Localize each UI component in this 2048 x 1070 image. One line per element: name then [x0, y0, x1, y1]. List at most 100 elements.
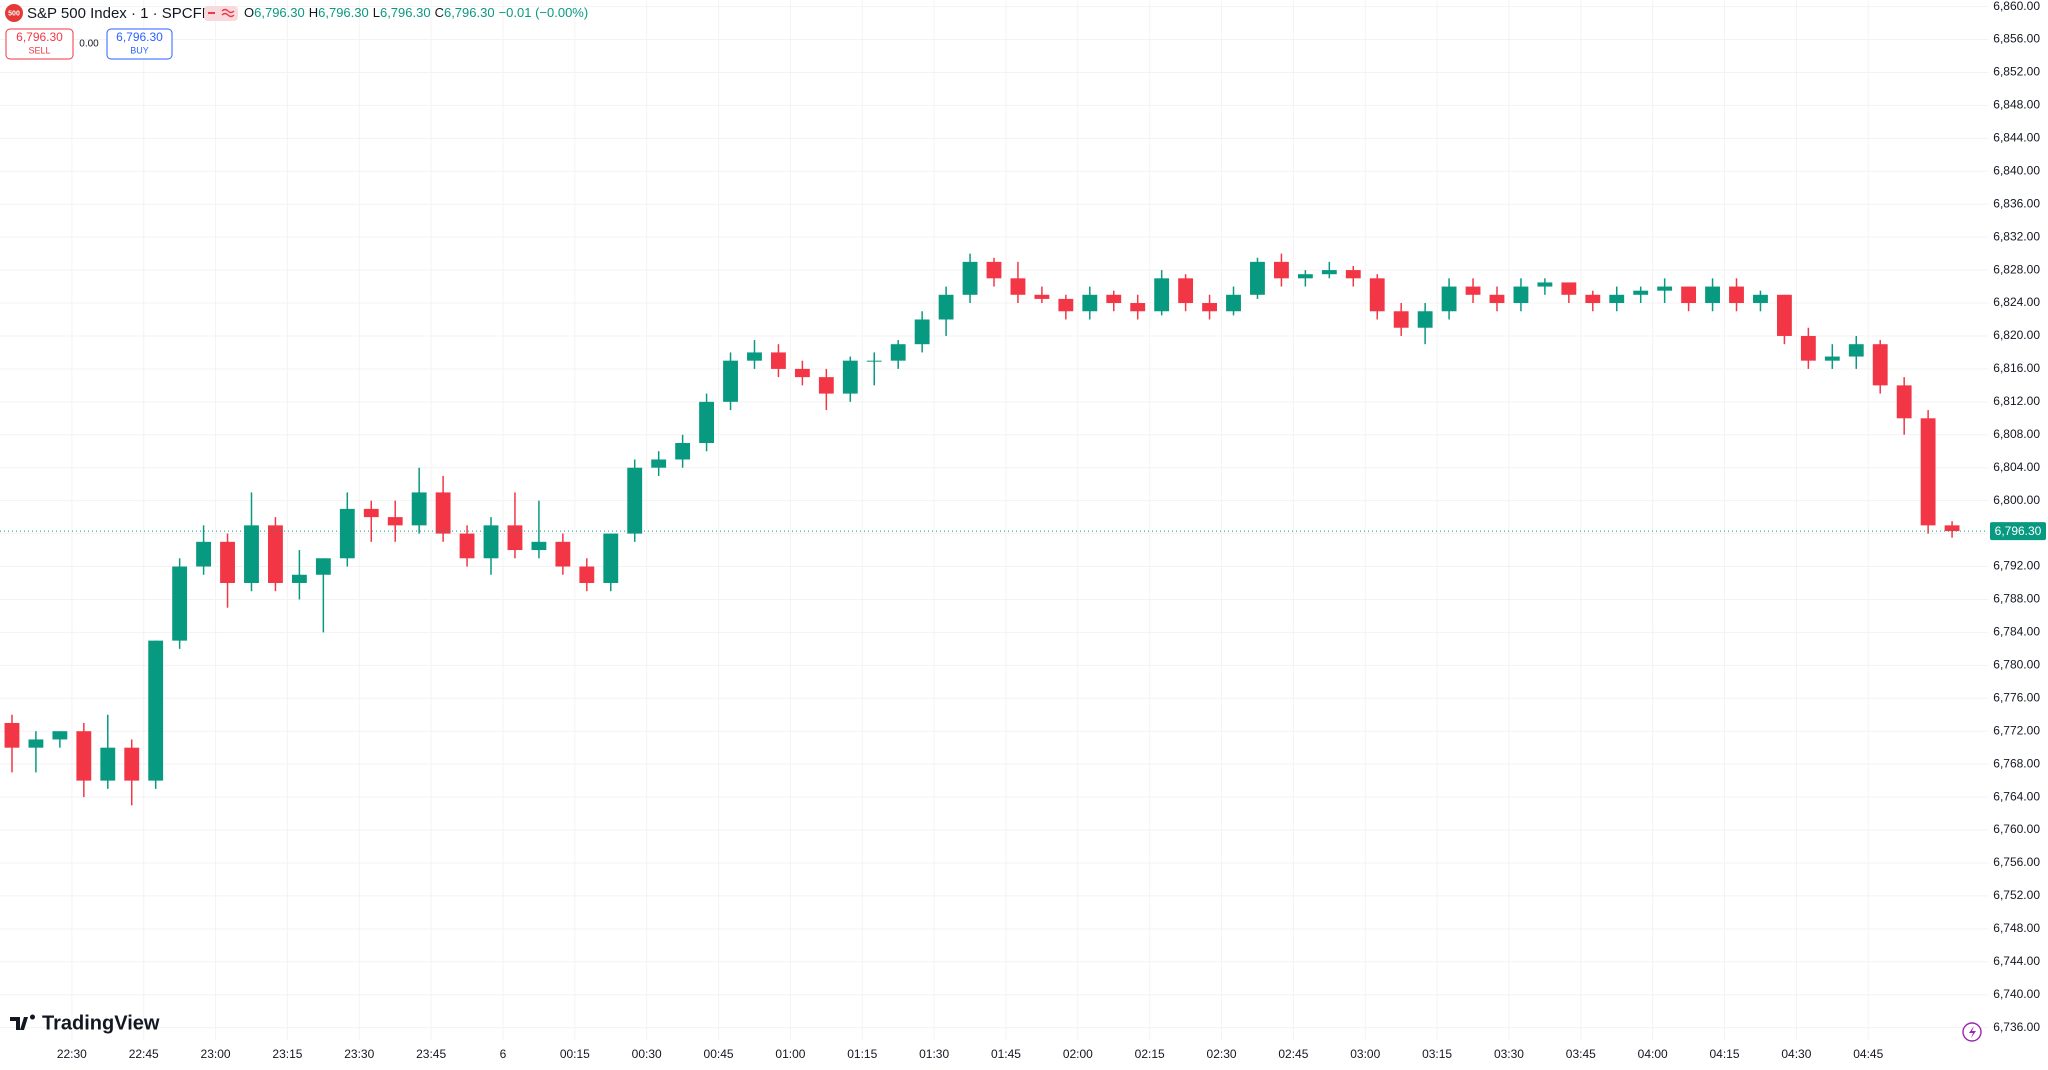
y-tick-label: 6,824.00 [1993, 295, 2040, 309]
candle-body [1465, 286, 1481, 295]
y-tick-label: 6,856.00 [1993, 32, 2040, 46]
candle-body [1633, 290, 1649, 295]
candle-body [1297, 274, 1313, 279]
candle-body [1753, 294, 1768, 304]
candle-body [1537, 282, 1553, 287]
x-tick-label: 6 [500, 1047, 507, 1061]
y-tick-label: 6,784.00 [1993, 625, 2040, 639]
x-tick-label: 23:00 [201, 1047, 231, 1061]
chart-title[interactable]: S&P 500 Index · 1 · SPCFD [27, 5, 213, 22]
x-tick-label: 01:45 [991, 1047, 1021, 1061]
candle-body [1082, 294, 1098, 312]
candle-body [4, 722, 20, 748]
candle-body [842, 360, 858, 394]
candle-body [747, 352, 762, 361]
y-tick-label: 6,760.00 [1993, 822, 2040, 836]
candle-body [1178, 278, 1194, 304]
x-tick-label: 00:30 [632, 1047, 662, 1061]
y-tick-label: 6,804.00 [1993, 460, 2040, 474]
candle-body [1609, 294, 1625, 304]
candle-body [579, 566, 595, 583]
candle-body [603, 533, 619, 583]
y-tick-label: 6,848.00 [1993, 98, 2040, 112]
lightning-button[interactable] [1962, 1022, 1982, 1042]
candle-body [1321, 270, 1337, 275]
y-tick-label: 6,852.00 [1993, 65, 2040, 79]
candle-body [1896, 385, 1912, 419]
candle-body [1417, 311, 1433, 328]
candle-body [699, 401, 715, 444]
y-tick-label: 6,764.00 [1993, 789, 2040, 803]
candle-body [315, 558, 331, 575]
y-tick-label: 6,816.00 [1993, 361, 2040, 375]
candle-body [1202, 303, 1217, 312]
candle-body [1800, 335, 1816, 361]
candle-body [52, 731, 68, 740]
x-tick-label: 04:00 [1638, 1047, 1668, 1061]
candle-body [1106, 294, 1122, 304]
toggle-icon [221, 8, 235, 18]
candle-body [1058, 298, 1074, 312]
x-tick-label: 00:45 [704, 1047, 734, 1061]
ohlc-key: L [373, 5, 380, 20]
candle-body [1561, 282, 1577, 295]
price-label-bg [1990, 522, 2046, 541]
candle-body [531, 541, 547, 551]
candle-body [627, 467, 643, 534]
brand-name[interactable]: TradingView [42, 1012, 160, 1034]
buy-label: BUY [130, 45, 149, 55]
x-tick-label: 04:30 [1781, 1047, 1811, 1061]
x-tick-label: 03:15 [1422, 1047, 1452, 1061]
candles [4, 253, 1960, 806]
candle-body [1657, 286, 1673, 291]
ohlc-value: 6,796.30 [380, 5, 431, 20]
y-tick-label: 6,808.00 [1993, 427, 2040, 441]
y-tick-label: 6,780.00 [1993, 658, 2040, 672]
candle-body [1226, 294, 1241, 312]
y-tick-label: 6,860.00 [1993, 0, 2040, 13]
candle-body [220, 541, 235, 583]
candle-body [914, 319, 930, 345]
candle-body [1441, 286, 1457, 312]
candle-body [196, 541, 212, 567]
buy-button[interactable] [106, 28, 173, 60]
ohlc-value: 6,796.30 [254, 5, 305, 20]
candle-body [483, 525, 499, 559]
y-tick-label: 6,792.00 [1993, 559, 2040, 573]
sell-button[interactable] [5, 28, 74, 60]
y-tick-label: 6,832.00 [1993, 229, 2040, 243]
candle-body [1273, 261, 1289, 279]
candle-body [1944, 525, 1960, 532]
candle-body [1776, 294, 1792, 336]
candle-body [124, 747, 140, 781]
candle-body [1848, 344, 1864, 357]
candle-body [172, 566, 188, 641]
candle-body [411, 492, 427, 526]
y-tick-label: 6,748.00 [1993, 921, 2040, 935]
indicator-toggle[interactable] [204, 6, 238, 21]
x-tick-label: 03:00 [1350, 1047, 1380, 1061]
x-tick-label: 01:30 [919, 1047, 949, 1061]
symbol-icon [5, 4, 23, 22]
y-tick-label: 6,736.00 [1993, 1020, 2040, 1034]
candle-body [1393, 311, 1409, 328]
x-tick-label: 03:30 [1494, 1047, 1524, 1061]
y-tick-label: 6,756.00 [1993, 855, 2040, 869]
candle-body [1250, 261, 1265, 295]
candle-body [723, 360, 738, 402]
sell-price: 6,796.30 [16, 30, 63, 44]
candle-body [986, 261, 1002, 279]
candle-body [771, 352, 786, 369]
price-label: 6,796.30 [1995, 524, 2042, 538]
candle-body [1705, 286, 1720, 304]
candle-body [1489, 294, 1505, 304]
candle-body [675, 443, 691, 460]
candle-body [1513, 286, 1529, 304]
candle-body [1034, 294, 1050, 299]
x-tick-label: 00:15 [560, 1047, 590, 1061]
grid [0, 0, 1988, 1040]
candle-body [268, 525, 283, 583]
ohlc-key: C [435, 5, 444, 20]
candle-body [459, 533, 475, 559]
